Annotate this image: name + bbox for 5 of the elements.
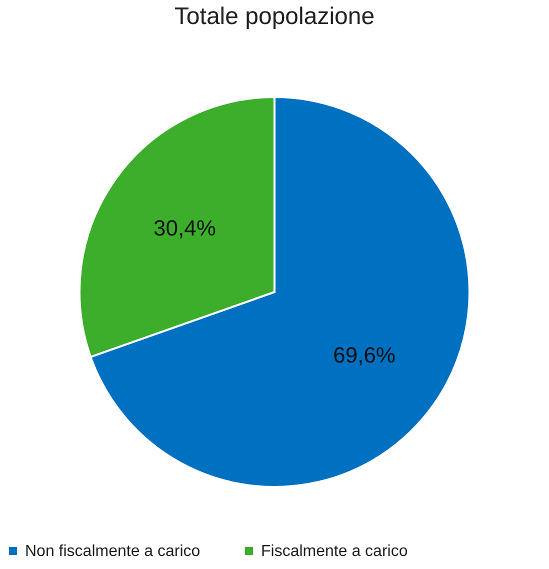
data-label: 30,4% — [154, 215, 216, 240]
chart-title: Totale popolazione — [174, 3, 375, 30]
data-label: 69,6% — [333, 342, 396, 368]
legend-label: Non fiscalmente a carico — [25, 543, 200, 560]
legend-label: Fiscalmente a carico — [261, 543, 408, 560]
